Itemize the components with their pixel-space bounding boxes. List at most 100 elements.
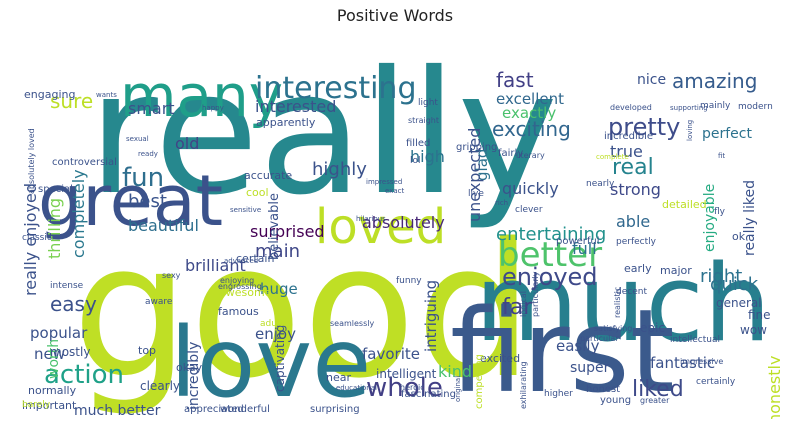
word-mostly: mostly (50, 345, 90, 359)
word-perfectly: perfectly (616, 237, 657, 247)
word-good: good (72, 203, 533, 419)
word-rich: rich (495, 199, 508, 207)
word-top: top (138, 344, 156, 357)
word-action: action (44, 360, 124, 390)
word-compelling: compelling (474, 354, 485, 409)
word-appreciated: appreciated (184, 404, 244, 415)
word-satisfying: satisfying (594, 324, 632, 333)
word-logical: logical (519, 291, 528, 317)
word-exhilarating: exhilarating (519, 361, 528, 409)
word-huge: huge (260, 280, 298, 298)
word-impressive: impressive (680, 357, 723, 366)
word-intense: intense (50, 281, 84, 291)
word-major: major (660, 264, 692, 277)
word-pretty: pretty (608, 113, 680, 141)
word-okay: okay (176, 361, 203, 374)
word-many: many (120, 62, 283, 130)
word-classic: classic (22, 233, 52, 243)
word-controversial: controversial (52, 157, 117, 168)
word-powerful: powerful (556, 236, 600, 247)
word-full: full (572, 239, 597, 258)
word-easy: easy (50, 292, 97, 316)
word-adult: adult (260, 319, 283, 329)
word-young: young (600, 395, 631, 406)
word-honestly: honestly (765, 356, 780, 419)
word-impressed: impressed (366, 178, 402, 186)
word-near: near (326, 371, 351, 384)
word-absolutely-loved: absolutely loved (27, 128, 36, 194)
word-modern: modern (738, 102, 773, 112)
word-developed: developed (610, 103, 652, 112)
word-nearly: nearly (586, 179, 615, 189)
word-fit: fit (718, 152, 725, 160)
word-mainly: mainly (700, 101, 731, 111)
word-fly: fly (714, 207, 726, 217)
word-better: better (498, 235, 602, 275)
word-ok: ok (732, 230, 746, 243)
word-easily: easily (556, 337, 600, 355)
word-highly: highly (312, 159, 367, 180)
word-liked: liked (632, 377, 684, 402)
word-glad: glad (473, 149, 491, 181)
word-advanced: advanced (224, 257, 258, 265)
word-unexpected: unexpected (465, 128, 484, 222)
word-fun: fun (122, 163, 164, 193)
word-right: right (700, 266, 742, 287)
word-honest: honest (586, 384, 620, 395)
word-gripping: gripping (456, 142, 497, 153)
word-enjoyable: enjoyable (702, 184, 718, 252)
word-clever: clever (515, 205, 543, 215)
word-detailed: detailed (662, 198, 707, 211)
word-much: much (475, 242, 771, 365)
word-nice: nice (637, 72, 666, 88)
word-educational: educational (336, 384, 377, 392)
word-cool: cool (246, 186, 269, 199)
word-loved: loved (315, 199, 446, 255)
word-thrilling: thrilling (45, 198, 64, 259)
word-barely: barely (22, 400, 51, 410)
word-best: best (128, 191, 167, 212)
word-light: light (418, 98, 438, 108)
word-engaging: engaging (24, 88, 75, 101)
word-excellent: excellent (496, 90, 564, 108)
word-excited: excited (480, 352, 520, 365)
word-worth: worth (46, 339, 62, 379)
word-really-liked: really liked (742, 180, 758, 256)
word-surprising: surprising (310, 404, 360, 415)
word-fascinating: fascinating (401, 389, 456, 400)
word-hilarious: hilarious (356, 215, 386, 223)
word-general: general (716, 296, 762, 310)
word-love: love (170, 307, 371, 419)
word-main: main (255, 241, 300, 262)
word-exact: exact (385, 187, 404, 195)
word-absolutely: absolutely (362, 213, 445, 232)
word-wow: wow (740, 323, 767, 337)
word-realistic: realistic (613, 287, 622, 318)
word-enjoying: enjoying (220, 276, 254, 285)
word-loving: loving (686, 120, 694, 141)
word-cloud-area: really good much first love great many loved int… (10, 34, 780, 419)
word-fantastic: fantastic (650, 354, 715, 372)
word-able: able (616, 212, 650, 231)
word-wonderful: wonderful (220, 404, 270, 415)
word-certainly: certainly (696, 377, 736, 387)
word-much-better: much better (74, 403, 161, 419)
word-old: old (175, 134, 199, 153)
word-really-enjoyed: really enjoyed (21, 183, 40, 296)
word-favorite: favorite (362, 345, 420, 363)
word-surprised: surprised (250, 222, 325, 241)
word-whole: whole (366, 373, 443, 403)
word-fairly: fairly (498, 148, 523, 159)
word-believable: believable (267, 193, 282, 260)
word-sexual: sexual (126, 135, 149, 143)
word-original: original (454, 376, 462, 402)
word-heroic: heroic (400, 383, 425, 392)
word-real: real (612, 155, 654, 180)
word-quickly: quickly (502, 179, 559, 198)
word-fine: fine (748, 308, 771, 322)
word-intelligent: intelligent (376, 367, 437, 381)
word-early: early (624, 262, 652, 275)
word-interested: interested (255, 97, 336, 116)
word-seamlessly: seamlessly (330, 319, 374, 328)
word-apparently: apparently (256, 116, 316, 129)
